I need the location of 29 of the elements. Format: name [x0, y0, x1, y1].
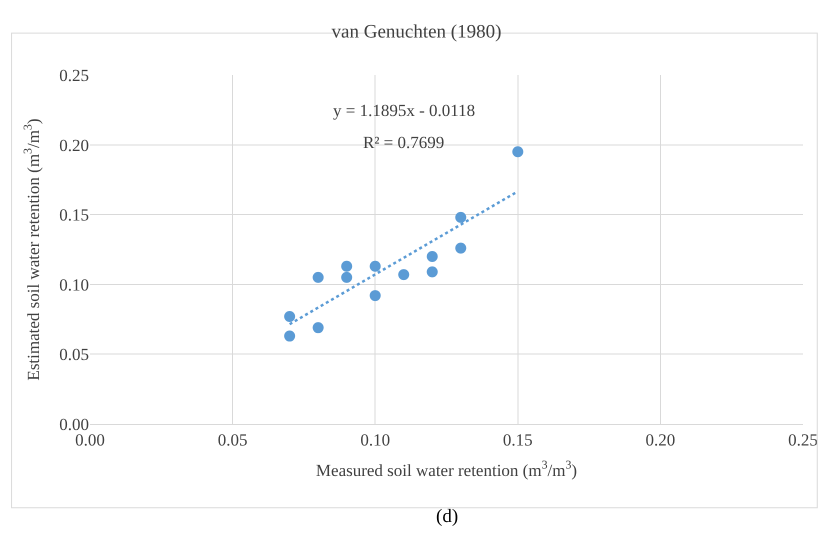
x-tick-label: 0.25: [788, 430, 818, 450]
point: [455, 212, 466, 223]
y-tick-label: 0.10: [59, 275, 89, 294]
text: (d): [436, 506, 458, 527]
x-tick-label: 0.15: [502, 430, 533, 450]
chart-title: van Genuchten (1980): [332, 22, 502, 42]
y-tick-label: 0.05: [59, 345, 89, 364]
point: [426, 266, 438, 278]
point: [312, 322, 324, 334]
point: [370, 290, 381, 302]
x-tick-label: 0.20: [646, 430, 676, 450]
annotation: y = 1.1895x - 0.0118: [333, 101, 476, 120]
point: [370, 260, 381, 272]
y-tick-label: 0.15: [59, 206, 89, 225]
annotation: R² = 0.7699: [363, 133, 444, 152]
point: [398, 269, 410, 280]
y-tick-label: 0.20: [59, 136, 89, 155]
x-tick-label: 0.10: [360, 430, 390, 450]
y-tick-label: 0.25: [59, 66, 89, 85]
point: [312, 272, 324, 283]
point: [455, 242, 466, 254]
x-tick-label: 0.05: [218, 430, 248, 450]
point: [426, 250, 438, 262]
point: [284, 330, 296, 342]
x-axis-title: Measured soil water retention (m$^{3}$/m$^{3}$): [316, 458, 578, 480]
point: [512, 146, 524, 158]
point: [341, 260, 352, 272]
point: [284, 311, 296, 322]
point: [341, 272, 352, 283]
